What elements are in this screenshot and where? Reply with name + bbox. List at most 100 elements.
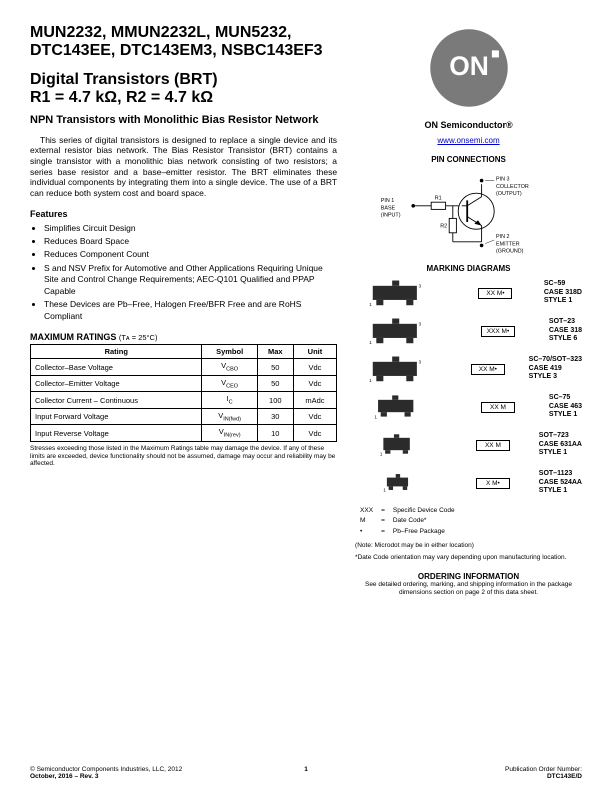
ratings-cell: Input Forward Voltage (31, 408, 202, 425)
ordering-heading: ORDERING INFORMATION (355, 572, 582, 581)
footer-left: © Semiconductor Components Industries, L… (30, 766, 182, 780)
ratings-cell: Collector–Emitter Voltage (31, 375, 202, 392)
svg-text:3: 3 (419, 284, 422, 289)
legend-m: Date Code* (390, 517, 458, 525)
marking-row: 13 XX M• SC–70/SOT–323CASE 419STYLE 3 (355, 353, 582, 385)
ratings-cell: Vdc (293, 408, 336, 425)
marking-heading: MARKING DIAGRAMS (355, 264, 582, 273)
ratings-row: Collector–Emitter VoltageVCEO50Vdc (31, 375, 337, 392)
title: Digital Transistors (BRT) R1 = 4.7 kΩ, R… (30, 71, 337, 108)
svg-text:ON: ON (449, 51, 489, 81)
title-line1: Digital Transistors (BRT) (30, 71, 218, 88)
footer-copyright: © Semiconductor Components Industries, L… (30, 766, 182, 773)
footer-order: DTC143E/D (505, 773, 582, 780)
ratings-col: Unit (293, 345, 336, 359)
marking-container: 13 XX M• SC–59CASE 318DSTYLE 1 13 XXX M•… (355, 277, 582, 499)
brand-name: ON Semiconductor® (355, 120, 582, 130)
package-icon: 1 (355, 391, 447, 423)
ratings-table: Rating Symbol Max Unit Collector–Base Vo… (30, 344, 337, 442)
svg-text:3: 3 (419, 360, 422, 365)
svg-text:1: 1 (369, 302, 372, 307)
ratings-note: Stresses exceeding those listed in the M… (30, 445, 337, 468)
ratings-cell: VIN(rev) (202, 425, 257, 442)
package-icon: 13 (355, 353, 447, 385)
ratings-col: Rating (31, 345, 202, 359)
ratings-col: Max (257, 345, 293, 359)
ratings-cell: VCEO (202, 375, 257, 392)
title-line2: R1 = 4.7 kΩ, R2 = 4.7 kΩ (30, 89, 213, 106)
package-icon: 1 (355, 429, 447, 461)
ratings-cell: VCBO (202, 359, 257, 376)
marking-row: 1 XX M SOT–723CASE 631AASTYLE 1 (355, 429, 582, 461)
left-column: MUN2232, MMUN2232L, MUN5232, DTC143EE, D… (30, 24, 337, 597)
ratings-cell: 10 (257, 425, 293, 442)
footer-pub: Publication Order Number: (505, 766, 582, 773)
marking-row: 1 X M• SOT–1123CASE 524AASTYLE 1 (355, 467, 582, 499)
svg-text:R2: R2 (440, 223, 447, 229)
marking-code: XX M• (471, 364, 505, 375)
legend-footnote: *Date Code orientation may vary dependin… (355, 554, 582, 562)
feature-item: These Devices are Pb–Free, Halogen Free/… (44, 299, 337, 322)
package-info: SOT–23CASE 318STYLE 6 (549, 318, 582, 343)
ratings-cell: 50 (257, 375, 293, 392)
right-column: ON ON Semiconductor® www.onsemi.com PIN … (355, 24, 582, 597)
pin-heading: PIN CONNECTIONS (355, 155, 582, 164)
svg-text:1: 1 (375, 414, 378, 419)
package-info: SOT–723CASE 631AASTYLE 1 (539, 432, 582, 457)
ratings-cell: mAdc (293, 392, 336, 409)
svg-text:1: 1 (383, 488, 386, 493)
ratings-cell: Vdc (293, 359, 336, 376)
ratings-cell: Vdc (293, 425, 336, 442)
on-logo-icon: ON (425, 24, 513, 112)
website-link[interactable]: www.onsemi.com (355, 136, 582, 145)
marking-code: XXX M• (481, 326, 515, 337)
legend: XXX=Specific Device Code M=Date Code* •=… (355, 505, 460, 538)
footer: © Semiconductor Components Industries, L… (30, 766, 582, 780)
ratings-heading: MAXIMUM RATINGS (Tᴀ = 25°C) (30, 332, 337, 342)
ratings-col: Symbol (202, 345, 257, 359)
package-info: SC–75CASE 463STYLE 1 (549, 394, 582, 419)
page-number: 1 (304, 766, 308, 773)
ratings-cell: Input Reverse Voltage (31, 425, 202, 442)
ratings-row: Input Reverse VoltageVIN(rev)10Vdc (31, 425, 337, 442)
svg-text:R1: R1 (434, 196, 441, 202)
svg-text:(GROUND): (GROUND) (496, 249, 524, 255)
feature-item: Reduces Component Count (44, 249, 337, 260)
ratings-cell: Vdc (293, 375, 336, 392)
legend-dot: Pb–Free Package (390, 528, 458, 536)
subtitle: NPN Transistors with Monolithic Bias Res… (30, 114, 337, 127)
feature-item: Reduces Board Space (44, 236, 337, 247)
ratings-cell: 100 (257, 392, 293, 409)
marking-code: XX M (481, 402, 515, 413)
ratings-row: Collector–Base VoltageVCBO50Vdc (31, 359, 337, 376)
pin1-label: PIN 1 (380, 198, 393, 204)
marking-row: 13 XX M• SC–59CASE 318DSTYLE 1 (355, 277, 582, 309)
svg-text:1: 1 (369, 378, 372, 383)
svg-text:PIN 2: PIN 2 (496, 234, 509, 240)
ratings-row: Input Forward VoltageVIN(fwd)30Vdc (31, 408, 337, 425)
package-icon: 13 (355, 277, 447, 309)
marking-code: XX M• (478, 288, 512, 299)
page: MUN2232, MMUN2232L, MUN5232, DTC143EE, D… (0, 0, 612, 617)
package-info: SC–59CASE 318DSTYLE 1 (544, 280, 582, 305)
features-list: Simplifies Circuit Design Reduces Board … (30, 223, 337, 323)
svg-text:1: 1 (369, 340, 372, 345)
ratings-heading-text: MAXIMUM RATINGS (30, 332, 116, 342)
package-icon: 13 (355, 315, 447, 347)
svg-text:(INPUT): (INPUT) (380, 213, 400, 219)
part-numbers: MUN2232, MMUN2232L, MUN5232, DTC143EE, D… (30, 24, 337, 61)
feature-item: Simplifies Circuit Design (44, 223, 337, 234)
svg-text:1: 1 (380, 451, 383, 456)
ordering-text: See detailed ordering, marking, and ship… (355, 581, 582, 597)
svg-text:BASE: BASE (380, 205, 395, 211)
package-icon: 1 (355, 467, 447, 499)
logo-block: ON ON Semiconductor® (355, 24, 582, 130)
svg-text:(OUTPUT): (OUTPUT) (496, 191, 522, 197)
footer-right: Publication Order Number: DTC143E/D (505, 766, 582, 780)
legend-note: (Note: Microdot may be in either locatio… (355, 542, 582, 550)
ratings-cell: Collector–Base Voltage (31, 359, 202, 376)
legend-xxx: Specific Device Code (390, 507, 458, 515)
footer-date: October, 2016 – Rev. 3 (30, 773, 182, 780)
feature-item: S and NSV Prefix for Automotive and Othe… (44, 263, 337, 297)
ratings-cell: Collector Current – Continuous (31, 392, 202, 409)
